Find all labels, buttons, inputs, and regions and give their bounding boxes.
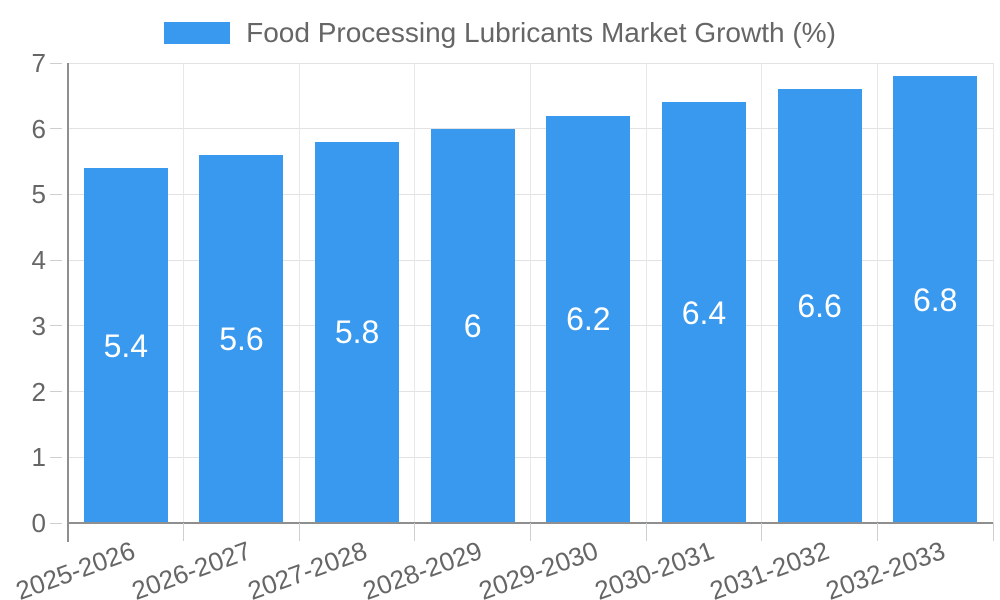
y-axis-line bbox=[67, 63, 69, 542]
x-tick-label: 2031-2032 bbox=[706, 535, 834, 600]
x-tick-label: 2028-2029 bbox=[359, 535, 487, 600]
x-tick-label: 2030-2031 bbox=[590, 535, 718, 600]
y-tick-mark bbox=[50, 456, 62, 458]
y-tick-label: 1 bbox=[31, 442, 46, 473]
y-tick-label: 5 bbox=[31, 179, 46, 210]
bar bbox=[315, 141, 400, 523]
x-gridline bbox=[761, 63, 763, 523]
x-tick-label: 2027-2028 bbox=[243, 535, 371, 600]
bar-value-label: 6.4 bbox=[681, 294, 727, 331]
bar bbox=[430, 128, 515, 523]
x-tick-label: 2025-2026 bbox=[12, 535, 140, 600]
x-tick-mark bbox=[298, 523, 300, 541]
y-tick-mark bbox=[50, 391, 62, 393]
y-tick-mark bbox=[50, 193, 62, 195]
x-tick-mark bbox=[992, 523, 994, 541]
x-gridline bbox=[298, 63, 300, 523]
x-tick-label: 2029-2030 bbox=[474, 535, 602, 600]
legend-label: Food Processing Lubricants Market Growth… bbox=[246, 17, 836, 48]
y-tick-mark bbox=[50, 128, 62, 130]
y-tick-label: 4 bbox=[31, 245, 46, 276]
y-tick-mark bbox=[50, 325, 62, 327]
bar-value-label: 6.2 bbox=[566, 301, 611, 338]
bar-value-label: 5.8 bbox=[334, 314, 380, 351]
y-tick-label: 6 bbox=[31, 113, 46, 144]
x-tick-mark bbox=[645, 523, 647, 541]
y-tick-mark bbox=[50, 522, 62, 524]
bar-value-label: 6.8 bbox=[912, 281, 958, 318]
x-tick-mark bbox=[530, 523, 531, 541]
bar-value-label: 5.4 bbox=[103, 327, 149, 364]
x-tick-label: 2026-2027 bbox=[127, 535, 256, 600]
y-tick-mark bbox=[50, 259, 62, 261]
bar bbox=[546, 115, 631, 523]
bar-value-label: 6 bbox=[463, 307, 482, 344]
x-tick-mark bbox=[183, 523, 185, 541]
x-tick-mark bbox=[761, 523, 763, 541]
x-gridline bbox=[183, 63, 185, 523]
x-gridline bbox=[645, 63, 647, 523]
x-tick-mark bbox=[876, 523, 878, 541]
x-gridline bbox=[992, 63, 994, 523]
bar bbox=[83, 168, 168, 523]
bar bbox=[777, 89, 862, 523]
legend-swatch[interactable] bbox=[164, 22, 231, 44]
x-tick-mark bbox=[414, 523, 416, 541]
y-tick-label: 3 bbox=[31, 310, 46, 341]
y-tick-mark bbox=[50, 62, 62, 64]
x-gridline bbox=[876, 63, 878, 523]
chart-legend[interactable]: Food Processing Lubricants Market Growth… bbox=[0, 17, 1000, 48]
bar-value-label: 5.6 bbox=[219, 321, 264, 357]
x-tick-label: 2032-2033 bbox=[821, 535, 949, 600]
x-gridline bbox=[530, 63, 531, 523]
bar bbox=[199, 155, 284, 523]
bar bbox=[893, 76, 978, 523]
y-tick-label: 7 bbox=[31, 48, 46, 78]
bar bbox=[661, 102, 746, 523]
y-tick-label: 2 bbox=[31, 376, 46, 407]
y-tick-label: 0 bbox=[31, 508, 46, 538]
bar-value-label: 6.6 bbox=[797, 288, 842, 325]
x-gridline bbox=[414, 63, 416, 523]
